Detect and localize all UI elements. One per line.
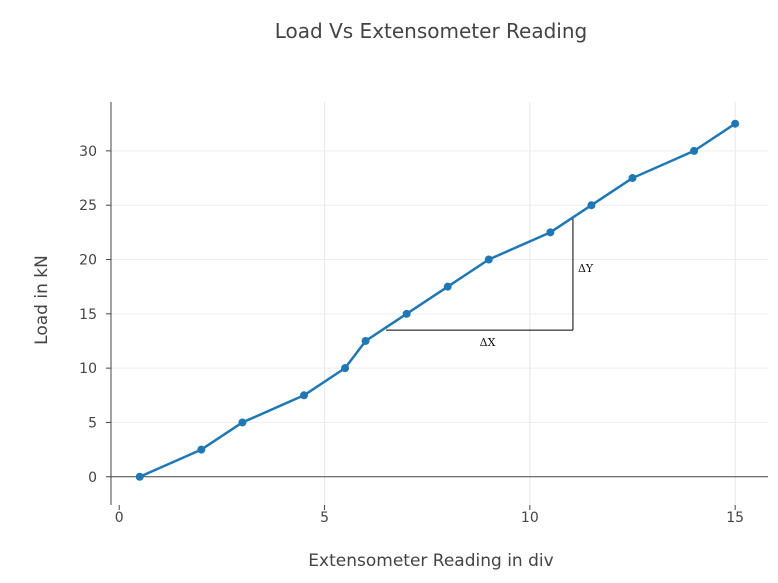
x-tick-label: 10	[521, 510, 539, 526]
series-line	[139, 122, 736, 478]
data-point[interactable]	[135, 472, 144, 481]
data-point[interactable]	[546, 228, 555, 237]
data-point[interactable]	[628, 174, 637, 183]
slope-annotation: ΔX ΔY	[386, 216, 594, 349]
y-tick-label: 5	[88, 415, 97, 431]
axes: 0 5 10 15 0 5 10 15 20 25 30	[79, 102, 768, 526]
data-point[interactable]	[484, 255, 493, 264]
grid	[111, 102, 768, 505]
data-point[interactable]	[341, 364, 350, 373]
data-point[interactable]	[361, 336, 370, 345]
data-point[interactable]	[443, 282, 452, 291]
data-point[interactable]	[402, 309, 411, 318]
y-tick-label: 30	[79, 144, 97, 160]
data-point[interactable]	[197, 445, 206, 454]
x-tick-label: 0	[115, 510, 124, 526]
data-point[interactable]	[238, 418, 247, 427]
chart-title: Load Vs Extensometer Reading	[275, 19, 587, 43]
data-point[interactable]	[731, 119, 740, 128]
y-axis-title: Load in kN	[32, 255, 52, 345]
y-tick-label: 15	[79, 307, 97, 323]
data-point[interactable]	[690, 146, 699, 155]
x-tick-label: 15	[726, 510, 744, 526]
delta-y-label: ΔY	[578, 262, 594, 275]
x-axis-title: Extensometer Reading in div	[308, 551, 553, 571]
data-series	[135, 119, 740, 481]
data-point[interactable]	[299, 391, 308, 400]
y-tick-label: 10	[79, 361, 97, 377]
y-tick-label: 25	[79, 198, 97, 214]
delta-x-label: ΔX	[480, 336, 496, 349]
data-point[interactable]	[587, 201, 596, 210]
y-tick-label: 0	[88, 470, 97, 486]
x-tick-label: 5	[320, 510, 329, 526]
y-tick-label: 20	[79, 253, 97, 269]
